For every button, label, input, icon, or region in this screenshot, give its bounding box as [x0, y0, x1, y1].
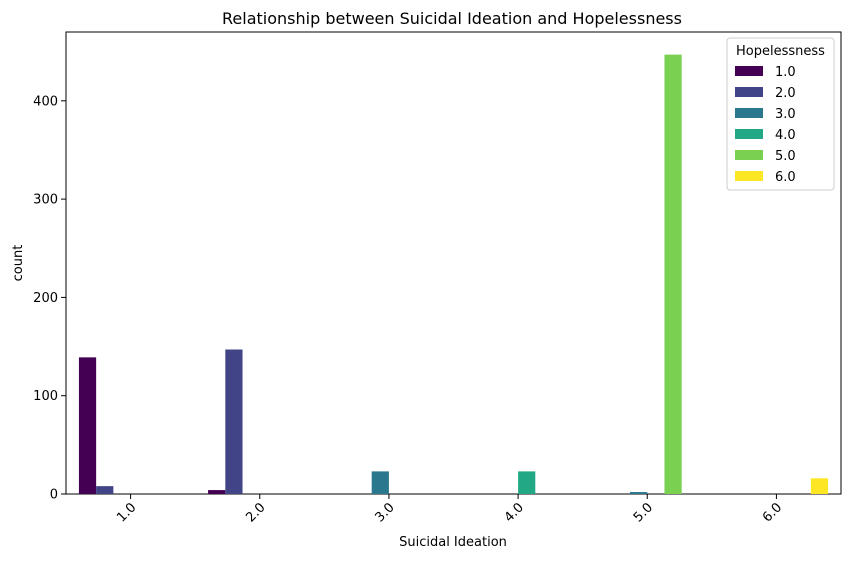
legend-swatch [735, 108, 763, 118]
bar-ideation-3.0-hopelessness-3.0 [371, 471, 389, 494]
legend-label: 5.0 [775, 149, 796, 164]
y-tick-label: 100 [33, 389, 58, 404]
bar-ideation-5.0-hopelessness-5.0 [664, 54, 682, 495]
legend-swatch [735, 150, 763, 160]
x-tick-label: 4.0 [502, 500, 527, 525]
x-tick-label: 2.0 [243, 500, 268, 525]
legend-label: 4.0 [775, 128, 796, 143]
plot-frame [65, 31, 842, 495]
x-axis: 1.0 2.0 3.0 4.0 5.0 6.0 [114, 494, 785, 525]
y-tick-label: 300 [33, 193, 58, 208]
legend: Hopelessness 1.0 2.0 3.0 4.0 5.0 6.0 [726, 37, 835, 191]
legend-title: Hopelessness [736, 44, 825, 59]
bar-ideation-2.0-hopelessness-1.0 [208, 490, 226, 494]
legend-label: 6.0 [775, 170, 796, 185]
y-tick-label: 0 [50, 488, 58, 503]
x-axis-label: Suicidal Ideation [399, 535, 507, 550]
chart-title: Relationship between Suicidal Ideation a… [222, 9, 682, 28]
x-tick-label: 3.0 [373, 500, 398, 525]
bars-layer [78, 54, 829, 495]
x-tick-label: 6.0 [760, 500, 785, 525]
y-axis: 0 100 200 300 400 [33, 94, 66, 503]
y-tick-label: 200 [33, 291, 58, 306]
bar-ideation-6.0-hopelessness-6.0 [810, 478, 829, 494]
bar-ideation-5.0-hopelessness-3.0 [630, 492, 648, 494]
legend-label: 2.0 [775, 86, 796, 101]
bar-ideation-2.0-hopelessness-2.0 [225, 349, 243, 494]
legend-swatch [735, 129, 763, 139]
x-tick-label: 5.0 [631, 500, 656, 525]
y-axis-label: count [11, 245, 26, 282]
bar-ideation-4.0-hopelessness-4.0 [518, 471, 536, 494]
y-tick-label: 400 [33, 94, 58, 109]
legend-label: 3.0 [775, 107, 796, 122]
legend-swatch [735, 171, 763, 181]
legend-label: 1.0 [775, 65, 796, 80]
legend-swatch [735, 87, 763, 97]
x-tick-label: 1.0 [114, 500, 139, 525]
legend-swatch [735, 66, 763, 76]
bar-ideation-1.0-hopelessness-1.0 [78, 357, 97, 494]
bar-ideation-1.0-hopelessness-2.0 [96, 486, 114, 494]
